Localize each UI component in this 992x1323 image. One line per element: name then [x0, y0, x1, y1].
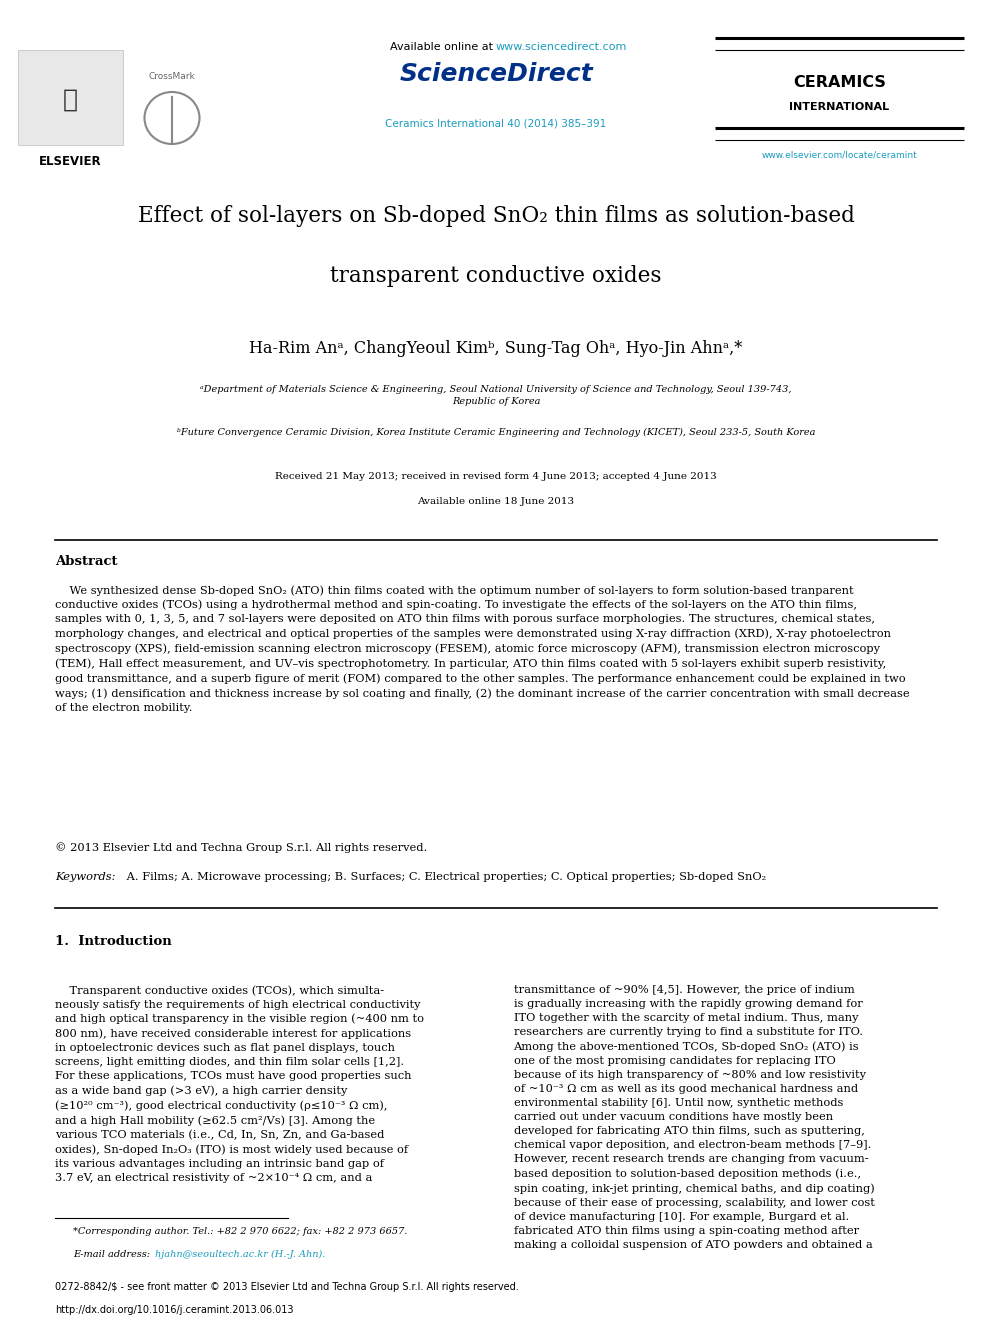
Text: 🌿: 🌿 [63, 89, 78, 112]
Text: Effect of sol-layers on Sb-doped SnO₂ thin films as solution-based: Effect of sol-layers on Sb-doped SnO₂ th… [138, 205, 854, 228]
Text: Ceramics International 40 (2014) 385–391: Ceramics International 40 (2014) 385–391 [385, 118, 607, 128]
Text: transparent conductive oxides: transparent conductive oxides [330, 265, 662, 287]
Text: 1.  Introduction: 1. Introduction [55, 935, 172, 949]
Bar [18, 50, 123, 146]
Text: INTERNATIONAL: INTERNATIONAL [790, 102, 890, 112]
Text: www.sciencedirect.com: www.sciencedirect.com [496, 42, 627, 52]
Text: A. Films; A. Microwave processing; B. Surfaces; C. Electrical properties; C. Opt: A. Films; A. Microwave processing; B. Su… [123, 872, 766, 882]
Text: ELSEVIER: ELSEVIER [40, 155, 102, 168]
Text: 0272-8842/$ - see front matter © 2013 Elsevier Ltd and Techna Group S.r.l. All r: 0272-8842/$ - see front matter © 2013 El… [55, 1282, 519, 1293]
Text: Ha-Rim Anᵃ, ChangYeoul Kimᵇ, Sung-Tag Ohᵃ, Hyo-Jin Ahnᵃ,*: Ha-Rim Anᵃ, ChangYeoul Kimᵇ, Sung-Tag Oh… [249, 340, 743, 357]
Text: Available online 18 June 2013: Available online 18 June 2013 [418, 497, 574, 505]
Text: Received 21 May 2013; received in revised form 4 June 2013; accepted 4 June 2013: Received 21 May 2013; received in revise… [275, 472, 717, 482]
Text: ScienceDirect: ScienceDirect [399, 62, 593, 86]
Text: www.elsevier.com/locate/ceramint: www.elsevier.com/locate/ceramint [762, 149, 918, 159]
Text: CrossMark: CrossMark [149, 71, 195, 81]
Text: Transparent conductive oxides (TCOs), which simulta-
neously satisfy the require: Transparent conductive oxides (TCOs), wh… [55, 986, 424, 1183]
Text: *Corresponding author. Tel.: +82 2 970 6622; fax: +82 2 973 6657.: *Corresponding author. Tel.: +82 2 970 6… [73, 1226, 408, 1236]
Text: Abstract: Abstract [55, 556, 117, 568]
Text: © 2013 Elsevier Ltd and Techna Group S.r.l. All rights reserved.: © 2013 Elsevier Ltd and Techna Group S.r… [55, 841, 428, 853]
Text: CERAMICS: CERAMICS [793, 75, 886, 90]
Text: transmittance of ~90% [4,5]. However, the price of indium
is gradually increasin: transmittance of ~90% [4,5]. However, th… [514, 986, 874, 1249]
Text: We synthesized dense Sb-doped SnO₂ (ATO) thin films coated with the optimum numb: We synthesized dense Sb-doped SnO₂ (ATO)… [55, 585, 910, 713]
Text: hjahn@seoultech.ac.kr (H.-J. Ahn).: hjahn@seoultech.ac.kr (H.-J. Ahn). [155, 1250, 325, 1259]
Text: Keywords:: Keywords: [55, 872, 115, 882]
Text: E-mail address:: E-mail address: [73, 1250, 153, 1259]
Text: ᵇFuture Convergence Ceramic Division, Korea Institute Ceramic Engineering and Te: ᵇFuture Convergence Ceramic Division, Ko… [177, 429, 815, 437]
Text: ᵃDepartment of Materials Science & Engineering, Seoul National University of Sci: ᵃDepartment of Materials Science & Engin… [200, 385, 792, 406]
Text: http://dx.doi.org/10.1016/j.ceramint.2013.06.013: http://dx.doi.org/10.1016/j.ceramint.201… [55, 1304, 294, 1315]
Text: Available online at: Available online at [390, 42, 496, 52]
